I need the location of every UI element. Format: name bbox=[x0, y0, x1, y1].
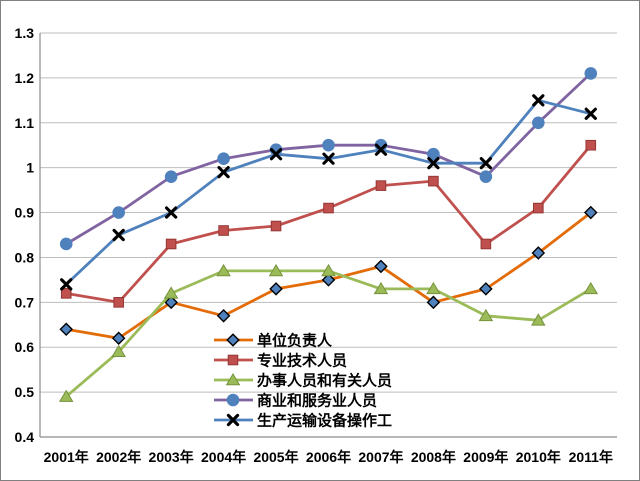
diamond-marker bbox=[226, 333, 240, 347]
triangle-marker bbox=[58, 389, 74, 402]
diamond-marker bbox=[531, 246, 546, 260]
y-axis-tick-label: 0.9 bbox=[15, 205, 35, 221]
y-axis-tick-label: 0.8 bbox=[15, 249, 35, 265]
square-marker bbox=[585, 139, 597, 151]
y-axis-tick-label: 1.2 bbox=[15, 70, 35, 86]
square-marker bbox=[165, 238, 177, 250]
legend-label: 办事人员和有关人员 bbox=[257, 372, 392, 390]
y-axis-tick-label: 1.1 bbox=[15, 115, 35, 131]
square-marker bbox=[113, 297, 124, 308]
x-marker bbox=[269, 148, 283, 161]
diamond-marker bbox=[164, 295, 178, 310]
triangle-marker bbox=[373, 281, 389, 295]
diamond-marker bbox=[479, 282, 493, 296]
y-axis-tick-label: 1 bbox=[26, 160, 34, 176]
diamond-marker bbox=[216, 309, 231, 323]
circle-marker bbox=[226, 393, 240, 407]
x-marker bbox=[532, 94, 545, 107]
x-marker bbox=[374, 143, 388, 156]
legend-label: 生产运输设备操作工 bbox=[257, 412, 392, 430]
triangle-marker bbox=[321, 263, 336, 277]
diamond-marker bbox=[321, 273, 336, 287]
square-marker bbox=[323, 202, 334, 214]
diamond-marker bbox=[426, 295, 441, 310]
square-marker bbox=[227, 354, 239, 366]
circle-marker bbox=[164, 170, 178, 183]
x-marker bbox=[479, 157, 493, 170]
x-axis-tick-label: 2008年 bbox=[411, 449, 456, 465]
legend-label: 商业和服务业人员 bbox=[257, 392, 377, 410]
square-marker bbox=[60, 288, 72, 299]
x-axis-tick-label: 2009年 bbox=[463, 449, 508, 465]
legend-label: 专业技术人员 bbox=[257, 352, 347, 370]
diamond-marker bbox=[583, 205, 598, 220]
series-生产运输设备操作工 bbox=[60, 94, 597, 291]
x-axis-tick-label: 2005年 bbox=[253, 449, 298, 465]
y-axis-tick-label: 1.3 bbox=[15, 25, 35, 41]
y-axis-tick-label: 0.4 bbox=[15, 429, 35, 445]
square-marker bbox=[480, 238, 492, 250]
y-axis-tick-label: 0.7 bbox=[15, 294, 35, 310]
circle-marker bbox=[479, 170, 493, 183]
x-marker bbox=[217, 166, 230, 179]
circle-marker bbox=[322, 138, 335, 152]
x-axis-tick-label: 2001年 bbox=[44, 449, 89, 465]
square-marker bbox=[270, 220, 282, 232]
triangle-marker bbox=[268, 263, 284, 277]
triangle-marker bbox=[531, 313, 546, 326]
triangle-marker bbox=[216, 263, 231, 277]
series-办事人员和有关人员 bbox=[58, 263, 599, 402]
circle-marker bbox=[584, 67, 598, 80]
x-marker bbox=[584, 107, 597, 120]
circle-marker bbox=[427, 147, 440, 161]
x-marker bbox=[164, 206, 178, 219]
x-axis-tick-label: 2002年 bbox=[96, 449, 141, 465]
triangle-marker bbox=[111, 344, 126, 358]
x-axis-tick-label: 2010年 bbox=[516, 449, 561, 465]
legend-item: 专业技术人员 bbox=[214, 352, 347, 370]
x-marker bbox=[322, 152, 335, 165]
triangle-marker bbox=[163, 286, 179, 299]
legend-item: 办事人员和有关人员 bbox=[214, 372, 392, 390]
circle-marker bbox=[112, 206, 125, 219]
legend-label: 单位负责人 bbox=[257, 332, 333, 350]
series-专业技术人员 bbox=[60, 139, 597, 308]
x-marker bbox=[112, 228, 125, 242]
triangle-marker bbox=[225, 373, 241, 386]
square-marker bbox=[375, 180, 387, 191]
diamond-marker bbox=[269, 282, 283, 296]
diamond-marker bbox=[374, 259, 388, 274]
diamond-marker bbox=[59, 322, 74, 337]
square-marker bbox=[428, 175, 439, 187]
x-marker bbox=[226, 413, 240, 427]
square-marker bbox=[218, 225, 229, 236]
x-marker bbox=[427, 157, 440, 170]
y-axis-tick-label: 0.6 bbox=[15, 339, 35, 355]
circle-marker bbox=[532, 116, 545, 130]
circle-marker bbox=[217, 152, 230, 165]
triangle-marker bbox=[426, 281, 441, 295]
legend-item: 生产运输设备操作工 bbox=[214, 412, 392, 430]
legend-item: 商业和服务业人员 bbox=[214, 392, 377, 410]
x-axis-tick-label: 2011年 bbox=[569, 449, 613, 465]
y-axis-tick-label: 0.5 bbox=[15, 384, 35, 400]
triangle-marker bbox=[583, 281, 599, 295]
x-marker bbox=[60, 278, 73, 291]
square-marker bbox=[533, 202, 544, 214]
x-axis-tick-label: 2004年 bbox=[201, 449, 246, 465]
x-axis-tick-label: 2007年 bbox=[358, 449, 403, 465]
x-axis-tick-label: 2006年 bbox=[306, 449, 351, 465]
triangle-marker bbox=[478, 308, 494, 322]
legend-item: 单位负责人 bbox=[214, 332, 333, 350]
diamond-marker bbox=[111, 331, 126, 346]
x-axis-tick-label: 2003年 bbox=[149, 449, 194, 465]
circle-marker bbox=[59, 237, 73, 251]
